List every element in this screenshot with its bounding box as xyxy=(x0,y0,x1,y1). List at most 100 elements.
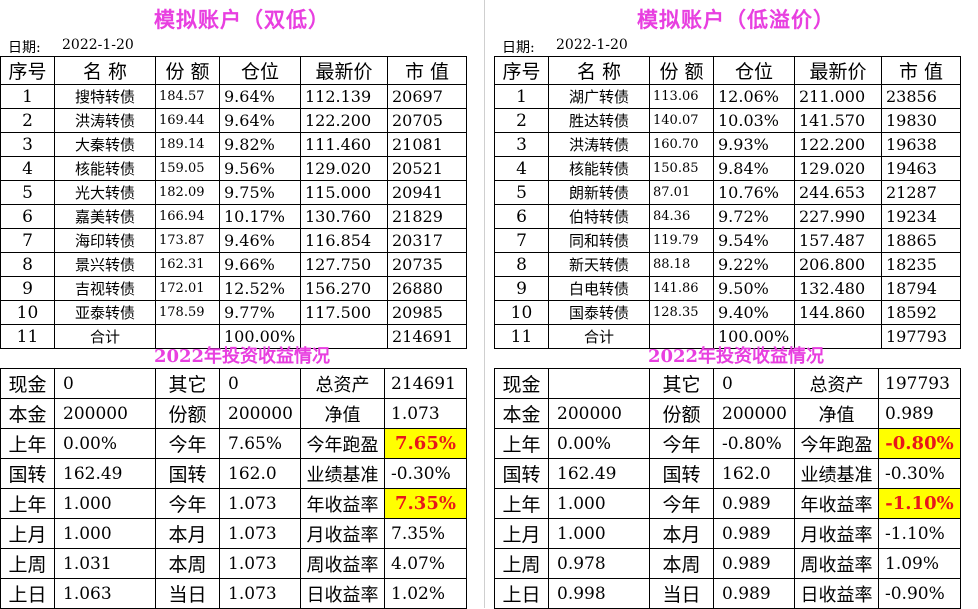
summary-value: 1.073 xyxy=(219,548,301,579)
panel-low-premium: 模拟账户（低溢价） 日期: 2022-1-20 序号 名 称 份 额 仓位 最新… xyxy=(494,0,978,609)
summary-metric-value: 0.989 xyxy=(878,398,961,429)
position-percent: 10.17% xyxy=(219,204,301,229)
summary-metric-value: 7.65% xyxy=(384,428,467,459)
total-row: 11 合计 100.00% 214691 xyxy=(0,324,467,349)
summary-metric-value: -0.30% xyxy=(878,458,961,489)
bond-name: 白电转债 xyxy=(548,276,650,301)
bond-name: 洪涛转债 xyxy=(54,108,156,133)
latest-price: 127.750 xyxy=(300,252,388,277)
summary-value: 162.0 xyxy=(713,458,795,489)
summary-value: 0.989 xyxy=(713,488,795,519)
market-value: 21081 xyxy=(387,132,467,157)
summary-key: 上月 xyxy=(0,518,55,549)
summary-metric-label: 净值 xyxy=(794,398,879,429)
panel-title: 模拟账户（双低） xyxy=(154,7,330,32)
bond-name: 大秦转债 xyxy=(54,132,156,157)
row-index: 7 xyxy=(0,228,55,253)
holdings-table: 序号 名 称 份 额 仓位 最新价 市 值 1 湖广转债 113.06 12.06% 2… xyxy=(494,56,961,349)
summary-key: 份额 xyxy=(649,398,714,429)
summary-key: 本月 xyxy=(155,518,220,549)
row-index: 9 xyxy=(0,276,55,301)
summary-value: -0.80% xyxy=(713,428,795,459)
latest-price: 117.500 xyxy=(300,300,388,325)
summary-row: 本金 200000 份额 200000 净值 0.989 xyxy=(494,398,961,429)
holding-row: 1 搜特转债 184.57 9.64% 112.139 20697 xyxy=(0,84,467,109)
share-amount: 128.35 xyxy=(649,300,714,325)
position-percent: 9.64% xyxy=(219,84,301,109)
position-percent: 9.75% xyxy=(219,180,301,205)
summary-metric-label: 总资产 xyxy=(794,368,879,399)
holding-row: 1 湖广转债 113.06 12.06% 211.000 23856 xyxy=(494,84,961,109)
summary-metric-value: -1.10% xyxy=(878,488,961,519)
share-amount: 119.79 xyxy=(649,228,714,253)
summary-key: 今年 xyxy=(155,428,220,459)
latest-price: 227.990 xyxy=(794,204,882,229)
summary-metric-value: -0.80% xyxy=(878,428,961,459)
row-index: 4 xyxy=(494,156,549,181)
bond-name: 亚泰转债 xyxy=(54,300,156,325)
header-index: 序号 xyxy=(0,56,55,85)
summary-row: 国转 162.49 国转 162.0 业绩基准 -0.30% xyxy=(494,458,961,489)
holding-row: 2 胜达转债 140.07 10.03% 141.570 19830 xyxy=(494,108,961,133)
returns-summary-table: 现金 0 其它 0 总资产 214691 本金 200000 份额 200000 净值 1.073 上年… xyxy=(0,368,467,609)
summary-value: 200000 xyxy=(548,398,650,429)
latest-price: 132.480 xyxy=(794,276,882,301)
position-percent: 9.66% xyxy=(219,252,301,277)
row-index: 7 xyxy=(494,228,549,253)
bond-name: 国泰转债 xyxy=(548,300,650,325)
latest-price: 111.460 xyxy=(300,132,388,157)
row-index: 2 xyxy=(0,108,55,133)
summary-value: 0.989 xyxy=(713,578,795,609)
market-value: 18865 xyxy=(881,228,961,253)
bond-name: 搜特转债 xyxy=(54,84,156,109)
summary-key: 上周 xyxy=(494,548,549,579)
summary-value: 0.00% xyxy=(548,428,650,459)
share-amount: 160.70 xyxy=(649,132,714,157)
summary-metric-value: 4.07% xyxy=(384,548,467,579)
holding-row: 6 嘉美转债 166.94 10.17% 130.760 21829 xyxy=(0,204,467,229)
row-index: 3 xyxy=(0,132,55,157)
returns-subtitle: 2022年投资收益情况 xyxy=(647,346,825,367)
summary-key: 上周 xyxy=(0,548,55,579)
date-line: 日期: 2022-1-20 xyxy=(494,34,978,56)
position-percent: 10.76% xyxy=(713,180,795,205)
summary-key: 国转 xyxy=(649,458,714,489)
summary-value: 1.031 xyxy=(54,548,156,579)
summary-metric-label: 今年跑盈 xyxy=(300,428,385,459)
summary-value: 1.000 xyxy=(54,518,156,549)
summary-key: 上日 xyxy=(0,578,55,609)
summary-key: 上年 xyxy=(0,488,55,519)
share-amount: 166.94 xyxy=(155,204,220,229)
summary-metric-value: -0.90% xyxy=(878,578,961,609)
holding-row: 9 白电转债 141.86 9.50% 132.480 18794 xyxy=(494,276,961,301)
position-percent: 9.22% xyxy=(713,252,795,277)
total-share xyxy=(155,324,220,349)
market-value: 20941 xyxy=(387,180,467,205)
share-amount: 162.31 xyxy=(155,252,220,277)
summary-value: 0.978 xyxy=(548,548,650,579)
panel-divider xyxy=(484,0,495,608)
summary-value: 0.998 xyxy=(548,578,650,609)
holdings-table: 序号 名 称 份 额 仓位 最新价 市 值 1 搜特转债 184.57 9.64% 11… xyxy=(0,56,467,349)
total-market-value: 214691 xyxy=(387,324,467,349)
summary-key: 今年 xyxy=(649,488,714,519)
summary-key: 上年 xyxy=(0,428,55,459)
latest-price: 144.860 xyxy=(794,300,882,325)
share-amount: 172.01 xyxy=(155,276,220,301)
market-value: 20985 xyxy=(387,300,467,325)
summary-value: 200000 xyxy=(54,398,156,429)
summary-key: 本金 xyxy=(494,398,549,429)
latest-price: 122.200 xyxy=(794,132,882,157)
summary-key: 上日 xyxy=(494,578,549,609)
date-value: 2022-1-20 xyxy=(62,37,134,53)
summary-row: 上年 0.00% 今年 -0.80% 今年跑盈 -0.80% xyxy=(494,428,961,459)
summary-row: 国转 162.49 国转 162.0 业绩基准 -0.30% xyxy=(0,458,467,489)
summary-key: 其它 xyxy=(155,368,220,399)
market-value: 20317 xyxy=(387,228,467,253)
header-share: 份 额 xyxy=(155,56,220,85)
summary-value: 0 xyxy=(219,368,301,399)
row-index: 10 xyxy=(0,300,55,325)
summary-key: 今年 xyxy=(649,428,714,459)
position-percent: 9.64% xyxy=(219,108,301,133)
summary-metric-label: 今年跑盈 xyxy=(794,428,879,459)
